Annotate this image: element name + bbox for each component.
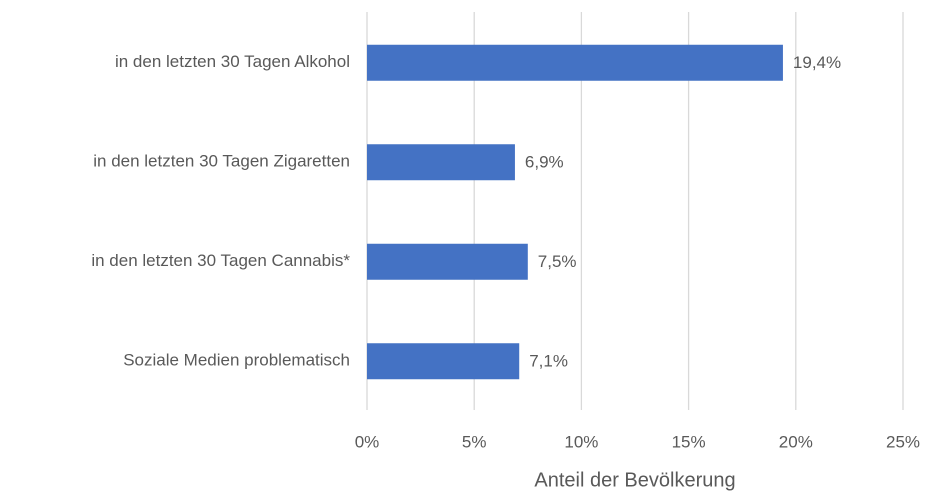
y-tick-label: Soziale Medien problematisch — [123, 351, 350, 370]
x-tick-label: 5% — [462, 432, 487, 451]
x-tick-label: 25% — [886, 432, 920, 451]
bar — [367, 243, 528, 280]
x-axis-title: Anteil der Bevölkerung — [534, 469, 735, 491]
x-tick-label: 20% — [779, 432, 813, 451]
data-label: 6,9% — [525, 153, 564, 172]
bar — [367, 144, 515, 181]
y-tick-label: in den letzten 30 Tagen Alkohol — [115, 52, 350, 71]
data-label: 19,4% — [793, 53, 841, 72]
x-tick-label: 10% — [564, 432, 598, 451]
y-tick-label: in den letzten 30 Tagen Cannabis* — [91, 251, 350, 270]
data-label: 7,1% — [529, 352, 568, 371]
y-tick-label: in den letzten 30 Tagen Zigaretten — [93, 152, 350, 171]
bar — [367, 343, 520, 380]
x-tick-label: 0% — [355, 432, 380, 451]
bar — [367, 44, 783, 81]
data-label: 7,5% — [538, 252, 577, 271]
x-tick-label: 15% — [672, 432, 706, 451]
